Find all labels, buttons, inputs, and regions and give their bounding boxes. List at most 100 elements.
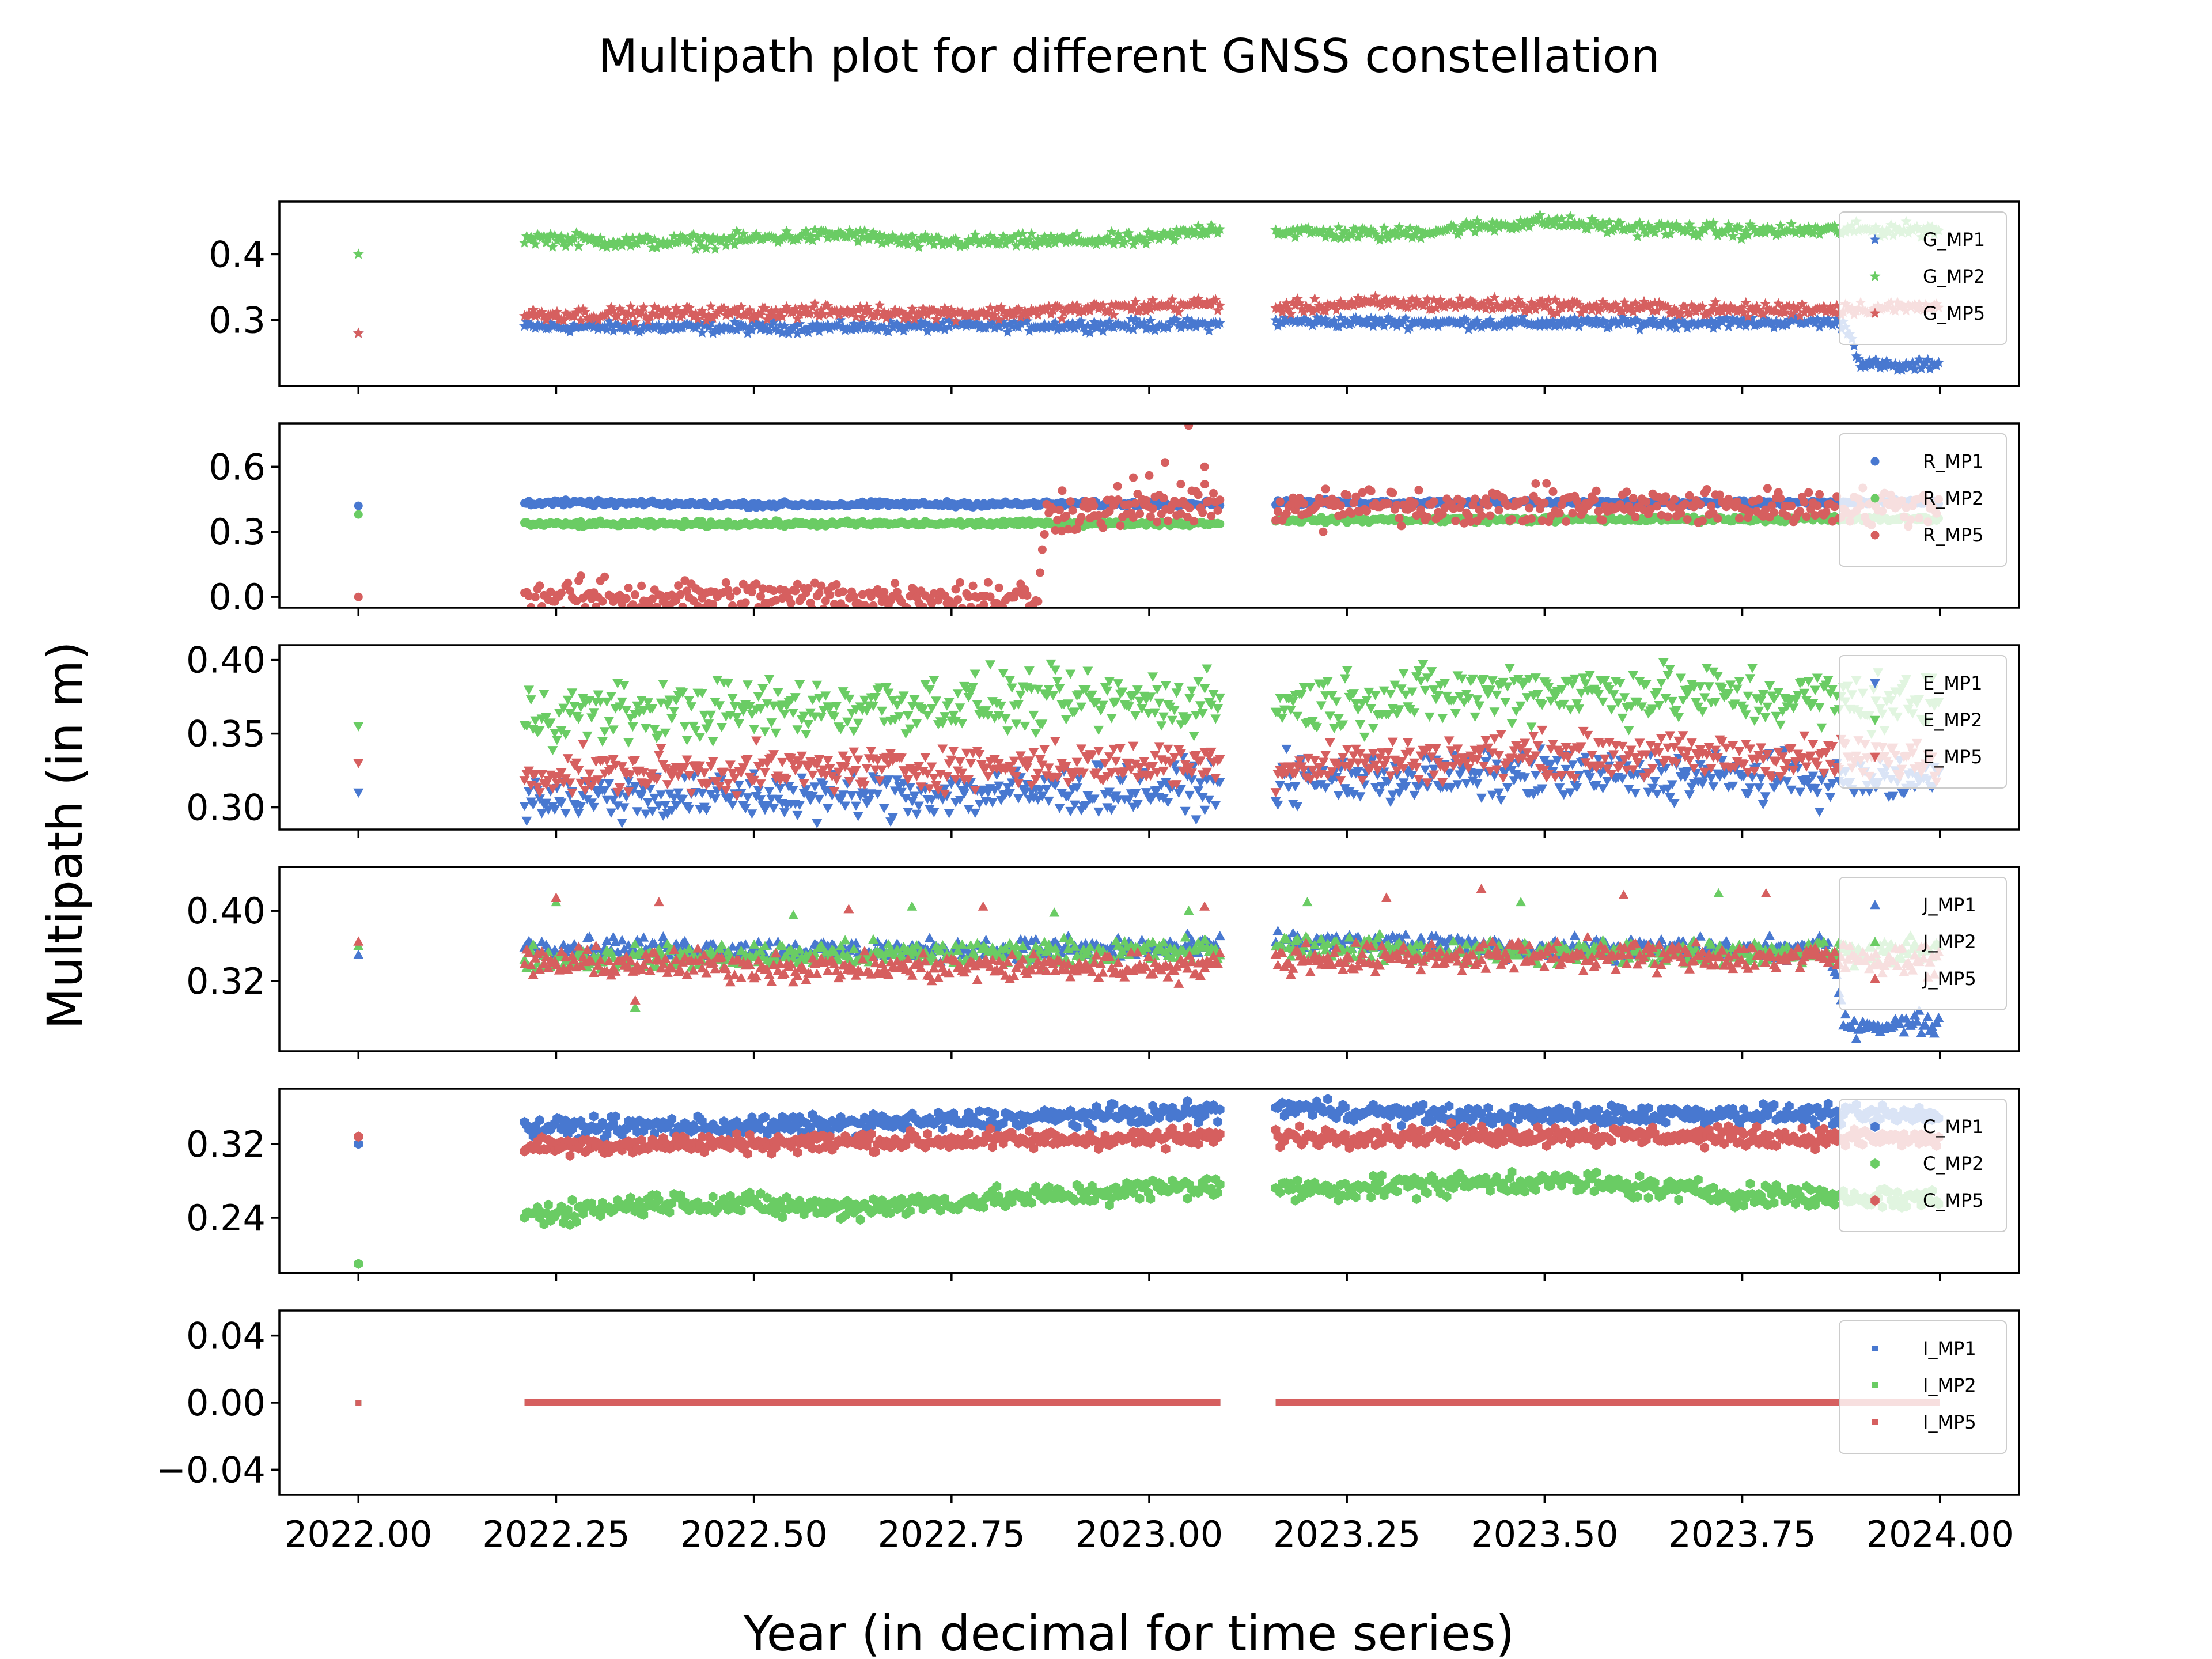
point-R_MP5 — [732, 586, 741, 596]
point-G_MP1 — [1615, 316, 1626, 327]
point-E_MP1 — [1567, 760, 1578, 770]
point-R_MP5 — [891, 579, 900, 588]
point-G_MP5 — [1212, 305, 1224, 316]
point-G_MP1 — [802, 327, 814, 338]
point-G_MP1 — [1480, 317, 1491, 328]
point-G_MP2 — [1807, 228, 1819, 238]
point-G_MP5 — [1619, 297, 1630, 308]
point-G_MP1 — [601, 324, 612, 335]
point-G_MP1 — [673, 320, 684, 331]
point-G_MP5 — [1307, 306, 1319, 317]
point-R_MP5 — [1715, 490, 1725, 499]
point-E_MP2 — [1671, 706, 1682, 715]
point-G_MP1 — [928, 320, 940, 331]
point-G_MP2 — [1524, 221, 1535, 232]
point-E_MP2 — [1383, 710, 1394, 720]
point-E_MP1 — [550, 805, 560, 815]
point-R_MP5 — [1622, 487, 1631, 497]
point-G_MP2 — [1413, 225, 1425, 236]
point-G_MP5 — [662, 304, 673, 315]
point-G_MP2 — [1699, 224, 1710, 235]
point-E_MP2 — [1292, 711, 1303, 721]
point-G_MP5 — [1552, 307, 1563, 318]
point-E_MP1 — [1814, 807, 1825, 817]
point-E_MP2 — [696, 689, 707, 699]
point-E_MP2 — [1654, 700, 1665, 711]
point-E_MP2 — [1491, 690, 1502, 700]
point-G_MP1 — [1734, 319, 1745, 330]
point-G_MP5 — [1291, 293, 1303, 304]
point-E_MP2 — [1199, 684, 1210, 694]
point-R_MP5 — [869, 601, 878, 608]
point-E_MP1 — [1420, 765, 1431, 775]
point-E_MP2 — [1652, 688, 1662, 698]
point-E_MP1 — [742, 793, 753, 803]
point-R_MP5 — [1631, 512, 1640, 521]
point-R_MP5 — [678, 603, 687, 608]
point-E_MP2 — [534, 726, 545, 736]
point-R_MP5 — [693, 601, 702, 608]
point-E_MP1 — [710, 794, 721, 804]
point-E_MP2 — [1349, 689, 1359, 699]
point-G_MP5 — [1829, 307, 1840, 318]
point-R_MP5 — [1282, 509, 1291, 518]
point-G_MP2 — [1050, 237, 1061, 248]
point-G_MP1 — [1188, 319, 1200, 330]
point-G_MP5 — [1156, 299, 1167, 310]
point-E_MP2 — [1537, 700, 1548, 710]
point-G_MP1 — [543, 323, 554, 334]
point-E_MP2 — [1400, 690, 1411, 700]
point-E_MP2 — [599, 727, 610, 737]
point-G_MP1 — [1504, 320, 1516, 331]
point-E_MP1 — [1355, 792, 1366, 802]
point-G_MP2 — [1026, 228, 1037, 238]
point-E_MP1 — [1584, 773, 1595, 783]
point-E_MP2 — [1532, 690, 1543, 699]
point-E_MP1 — [1368, 754, 1378, 764]
point-G_MP1 — [562, 323, 574, 334]
point-G_MP1 — [1562, 320, 1574, 331]
point-E_MP2 — [608, 725, 619, 735]
y-tick-label-G: 0.4 — [209, 233, 266, 275]
point-E_MP1 — [573, 809, 584, 819]
point-R_MP5 — [630, 590, 639, 599]
point-R_MP5 — [825, 590, 835, 600]
point-E_MP1 — [623, 777, 634, 786]
point-G_MP2 — [668, 230, 680, 241]
point-E_MP1 — [1002, 783, 1013, 793]
point-R_MP5 — [1161, 458, 1169, 467]
series-G_MP2 — [353, 209, 1944, 259]
point-G_MP1 — [961, 320, 972, 331]
point-G_MP1 — [1907, 357, 1918, 368]
point-G_MP1 — [987, 315, 998, 325]
point-E_MP2 — [1048, 691, 1059, 701]
point-G_MP1 — [1467, 321, 1479, 332]
point-E_MP1 — [1502, 783, 1513, 793]
point-G_MP2 — [594, 232, 606, 243]
point-E_MP2 — [1565, 705, 1576, 715]
point-G_MP5 — [619, 315, 630, 325]
point-G_MP5 — [1595, 302, 1607, 313]
point-G_MP5 — [1166, 294, 1178, 305]
point-E_MP2 — [638, 706, 649, 716]
point-G_MP2 — [1641, 228, 1652, 238]
point-R_MP5 — [1423, 513, 1432, 522]
point-R_MP5 — [637, 581, 646, 590]
point-G_MP1 — [882, 325, 894, 336]
point-E_MP2 — [616, 697, 627, 707]
point-G_MP1 — [1021, 315, 1033, 326]
point-G_MP5 — [1792, 302, 1804, 313]
point-R_MP5 — [1787, 501, 1796, 510]
point-E_MP2 — [1604, 685, 1615, 695]
point-E_MP1 — [1849, 788, 1859, 798]
point-E_MP2 — [1285, 706, 1296, 715]
point-G_MP2 — [889, 233, 901, 244]
point-G_MP1 — [742, 327, 753, 338]
point-E_MP1 — [1825, 793, 1836, 802]
point-G_MP2 — [1324, 224, 1336, 235]
point-E_MP2 — [660, 728, 671, 738]
point-R_MP5 — [1503, 501, 1512, 510]
point-G_MP1 — [1385, 313, 1396, 324]
point-G_MP2 — [1812, 222, 1823, 233]
point-E_MP2 — [649, 725, 660, 734]
